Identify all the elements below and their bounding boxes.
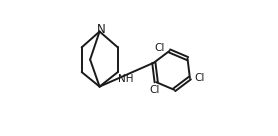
Text: Cl: Cl <box>195 73 205 83</box>
Text: Cl: Cl <box>155 43 165 52</box>
Text: NH: NH <box>118 74 134 84</box>
Text: Cl: Cl <box>149 85 160 95</box>
Text: N: N <box>96 23 105 36</box>
